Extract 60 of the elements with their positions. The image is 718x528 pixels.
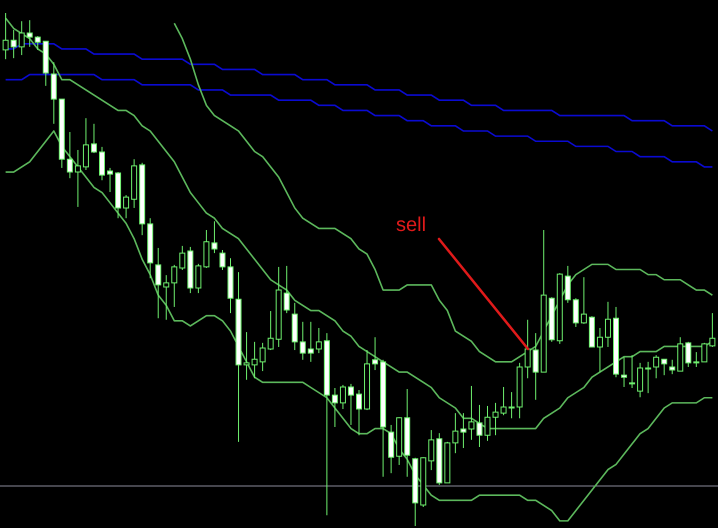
candlestick [123,194,130,219]
candlestick [476,404,482,448]
candlestick [300,321,306,360]
candlestick [171,264,178,308]
candlestick [468,385,474,440]
candlestick [316,327,322,354]
candlestick [629,354,636,389]
candlestick [107,167,114,193]
candlestick [90,123,97,154]
candlestick [580,276,587,324]
candlestick [693,352,700,368]
candlestick [645,361,652,394]
candlestick [308,321,314,362]
candlestick [18,20,25,56]
candlestick [340,384,346,410]
candlestick [460,412,466,449]
candlestick [252,341,258,379]
candlestick [10,29,17,59]
candlestick [701,342,708,362]
candlestick [669,359,676,375]
candlestick [653,354,660,379]
candlestick [268,310,274,351]
candlestick [452,412,458,454]
candlestick [195,263,202,294]
candlestick [524,319,531,379]
candlestick [34,36,41,50]
candlestick [709,312,716,348]
annotation: sell [396,214,426,236]
candlestick [596,327,603,373]
candlestick [532,332,539,400]
candlestick [2,12,9,60]
candlestick [348,383,354,426]
candlestick [372,336,378,371]
candlestick [637,362,644,398]
candlestick [26,20,33,48]
candlestick [572,298,579,328]
candlestick [155,247,162,319]
candlestick [244,332,250,380]
candlestick [82,118,89,170]
candlestick [284,265,290,314]
candlestick [508,392,515,419]
candlestick [99,146,105,181]
candlestick [621,356,628,388]
candlestick [500,386,507,416]
candlestick [211,220,218,254]
candlestick [564,265,571,304]
candlestick [332,388,338,428]
candlestick [356,390,362,436]
candlestick [260,342,266,372]
candlestick [661,358,668,376]
candlestick [685,341,692,368]
candlestick [163,274,170,320]
candlestick [219,250,226,271]
candlestick [179,245,186,271]
candlestick [492,402,499,436]
candlestick [484,405,490,442]
candlestick [428,430,434,471]
candlestick [66,132,73,179]
candlestick [74,149,81,208]
candlestick [604,301,611,348]
